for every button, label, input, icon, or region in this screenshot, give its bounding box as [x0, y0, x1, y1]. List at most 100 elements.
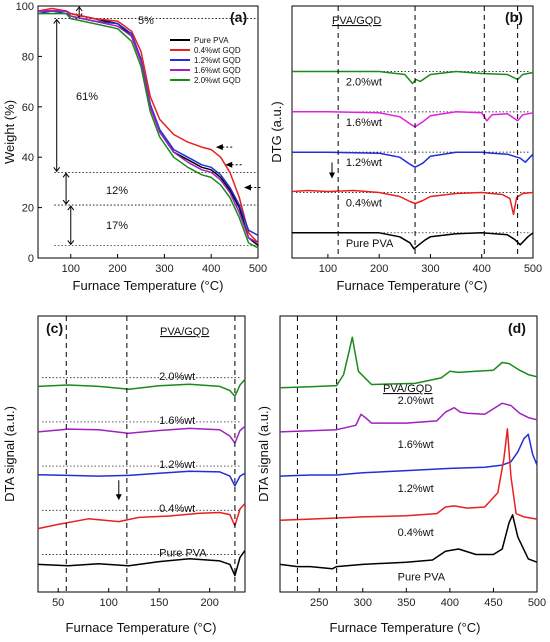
panel-a-ytick-label-0: 0 — [28, 253, 34, 265]
panel-a-ytick-label-100: 100 — [16, 1, 34, 13]
panel-b: 2.0%wt 1.6%wt 1.2%wt 0.4%wt Pure PVA 100 200 3… — [269, 5, 542, 293]
panel-a-label: (a) — [230, 9, 247, 25]
panel-a-series-1-6-wt-gqd — [38, 10, 259, 244]
panel-b-series-label-0-4-wt: 0.4%wt — [346, 197, 382, 209]
panel-a-bracket-arrow-up-1 — [53, 18, 61, 24]
panel-d-xtick-label-500: 500 — [528, 597, 546, 609]
panel-a-xtick-label-400: 400 — [202, 263, 220, 275]
panel-b-ticks: 100 200 300 400 500 — [319, 6, 542, 275]
panel-a: 100 200 300 400 500 0 20 40 60 80 100 (a) Furnace … — [2, 1, 267, 293]
panel-a-ylabel: Weight (%) — [2, 100, 17, 164]
panel-a-pointer-head-2 — [243, 184, 251, 191]
panel-c-xtick-label-50: 50 — [52, 597, 64, 609]
panel-d-series: 2.0%wt 1.6%wt 1.2%wt 0.4%wt Pure PVA — [279, 336, 538, 583]
panel-d-ylabel: DTA signal (a.u.) — [256, 406, 271, 502]
panel-d-series-1-6-wt — [279, 402, 538, 433]
panel-c-series-1-6-wt — [37, 425, 246, 444]
panel-c-xtick-label-200: 200 — [200, 597, 218, 609]
legend-label-0-4-wt-gqd: 0.4%wt GQD — [194, 46, 241, 55]
panel-b-xtick-label-300: 300 — [421, 263, 439, 275]
panel-a-bracket-arrow-up-0 — [75, 6, 83, 12]
panel-d-xtick-label-250: 250 — [310, 597, 328, 609]
panel-b-frame — [291, 5, 534, 259]
panel-a-ytick-label-60: 60 — [22, 102, 34, 114]
panel-a-xtick-label-300: 300 — [155, 263, 173, 275]
panel-c-series-label-pure-pva: Pure PVA — [159, 547, 207, 559]
panel-b-group-label: PVA/GQD — [332, 15, 381, 27]
panel-b-ylabel: DTG (a.u.) — [269, 101, 284, 162]
panel-c-ticks: 50 100 150 200 — [52, 316, 236, 609]
annotation-17pct: 17% — [106, 220, 128, 232]
panel-c-series-label-2-0-wt: 2.0%wt — [159, 371, 195, 383]
panel-b-xtick-label-500: 500 — [524, 263, 542, 275]
panel-a-ytick-label-40: 40 — [22, 152, 34, 164]
panel-d-series-2-0-wt — [279, 336, 538, 389]
panel-b-series-pure-pva — [292, 232, 534, 250]
panel-a-series-2-0-wt-gqd — [38, 12, 259, 249]
panel-a-xtick-label-200: 200 — [108, 263, 126, 275]
panel-b-series-label-1-6-wt: 1.6%wt — [346, 117, 382, 129]
panel-c-series-1-2-wt — [37, 470, 246, 487]
panel-d-series-label-2-0-wt: 2.0%wt — [398, 395, 434, 407]
panel-a-pointer-head-0 — [215, 144, 223, 151]
panel-c-series-label-1-6-wt: 1.6%wt — [159, 415, 195, 427]
panel-d-label: (d) — [508, 320, 526, 336]
panel-a-bracket-arrow-up-3 — [67, 205, 75, 211]
panel-c-series-label-1-2-wt: 1.2%wt — [159, 459, 195, 471]
panel-a-pointer-head-1 — [225, 161, 233, 168]
panel-d-group-label: PVA/GQD — [383, 383, 432, 395]
legend-label-1-6-wt-gqd: 1.6%wt GQD — [194, 66, 241, 75]
panel-a-bracket-arrow-down-2 — [62, 199, 70, 205]
panel-a-bracket-arrow-up-2 — [62, 172, 70, 178]
panel-c-label: (c) — [46, 320, 63, 336]
panel-b-series-2-0-wt — [292, 70, 534, 85]
panel-b-xtick-label-200: 200 — [370, 263, 388, 275]
panel-b-xtick-label-100: 100 — [319, 263, 337, 275]
annotation-5pct: 5% — [138, 15, 154, 27]
panel-b-series-label-2-0-wt: 2.0%wt — [346, 77, 382, 89]
panel-d: 2.0%wt 1.6%wt 1.2%wt 0.4%wt Pure PVA 250 300 3… — [256, 315, 546, 635]
panel-b-series-label-pure-pva: Pure PVA — [346, 238, 394, 250]
panel-d-xtick-label-350: 350 — [397, 597, 415, 609]
panel-a-frame — [37, 5, 259, 259]
panel-a-xlabel: Furnace Temperature (°C) — [73, 278, 224, 293]
panel-c: 2.0%wt 1.6%wt 1.2%wt 0.4%wt Pure PVA 50 100 15… — [2, 315, 246, 635]
panel-c-series-2-0-wt — [37, 378, 246, 397]
panel-c-frame — [37, 315, 246, 593]
panel-c-series-pure-pva — [37, 549, 246, 577]
panel-b-series-0-4-wt — [291, 189, 534, 216]
legend-label-2-0-wt-gqd: 2.0%wt GQD — [194, 76, 241, 85]
panel-d-frame — [279, 315, 538, 593]
panel-b-xlabel: Furnace Temperature (°C) — [337, 278, 488, 293]
panel-d-xtick-label-400: 400 — [441, 597, 459, 609]
panel-d-series-label-pure-pva: Pure PVA — [398, 571, 446, 583]
panel-a-series-0-4-wt-gqd — [37, 7, 259, 244]
panel-a-xtick-label-100: 100 — [62, 263, 80, 275]
panel-b-label: (b) — [505, 9, 523, 25]
panel-b-series: 2.0%wt 1.6%wt 1.2%wt 0.4%wt Pure PVA — [291, 70, 534, 250]
panel-c-arrow-head — [115, 494, 122, 501]
panel-c-series-0-4-wt — [37, 502, 246, 530]
panel-d-series-label-1-2-wt: 1.2%wt — [398, 483, 434, 495]
panel-c-series: 2.0%wt 1.6%wt 1.2%wt 0.4%wt Pure PVA — [37, 371, 246, 577]
panel-a-bracket-arrow-down-1 — [53, 167, 61, 173]
panel-b-arrow-head — [328, 172, 335, 179]
panel-d-series-label-0-4-wt: 0.4%wt — [398, 527, 434, 539]
panel-d-xtick-label-300: 300 — [354, 597, 372, 609]
panel-a-ytick-label-80: 80 — [22, 51, 34, 63]
panel-d-series-0-4-wt — [279, 428, 538, 521]
legend-label-pure-pva: Pure PVA — [194, 36, 229, 45]
panel-a-ytick-label-20: 20 — [22, 203, 34, 215]
legend-label-1-2-wt-gqd: 1.2%wt GQD — [194, 56, 241, 65]
panel-d-ticks: 250 300 350 400 450 500 — [296, 316, 546, 609]
panel-c-group-label: PVA/GQD — [160, 326, 209, 338]
panel-c-xtick-label-100: 100 — [100, 597, 118, 609]
panel-d-series-label-1-6-wt: 1.6%wt — [398, 439, 434, 451]
panel-a-series — [37, 7, 259, 249]
panel-a-bracket-arrow-down-3 — [67, 240, 75, 246]
panel-b-series-1-6-wt — [292, 111, 534, 128]
panel-c-xtick-label-150: 150 — [150, 597, 168, 609]
panel-c-xlabel: Furnace Temperature (°C) — [66, 620, 217, 635]
